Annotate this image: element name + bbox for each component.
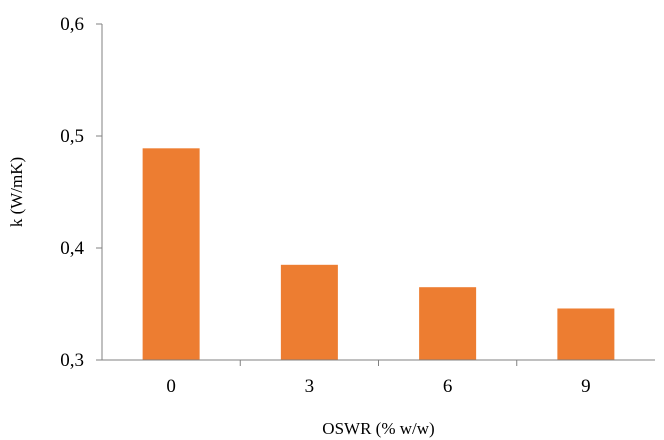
y-tick-label: 0,3 bbox=[60, 350, 84, 371]
bar-3 bbox=[280, 264, 338, 360]
x-tick-label: 6 bbox=[443, 376, 453, 397]
y-tick-label: 0,6 bbox=[60, 14, 84, 35]
bar-0 bbox=[142, 148, 200, 360]
y-axis-ticks: 0,3 0,4 0,5 0,6 bbox=[60, 14, 102, 371]
bar-9 bbox=[557, 308, 615, 360]
x-tick-label: 3 bbox=[305, 376, 315, 397]
x-axis-ticks: 0 3 6 9 bbox=[166, 360, 591, 397]
y-tick-label: 0,5 bbox=[60, 126, 84, 147]
bar-6 bbox=[419, 287, 477, 360]
x-tick-label: 0 bbox=[166, 376, 176, 397]
y-tick-label: 0,4 bbox=[60, 238, 84, 259]
x-tick-label: 9 bbox=[581, 376, 591, 397]
bars-group bbox=[142, 148, 615, 360]
y-axis-title: k (W/mK) bbox=[7, 157, 26, 227]
x-axis-title: OSWR (% w/w) bbox=[322, 419, 434, 438]
